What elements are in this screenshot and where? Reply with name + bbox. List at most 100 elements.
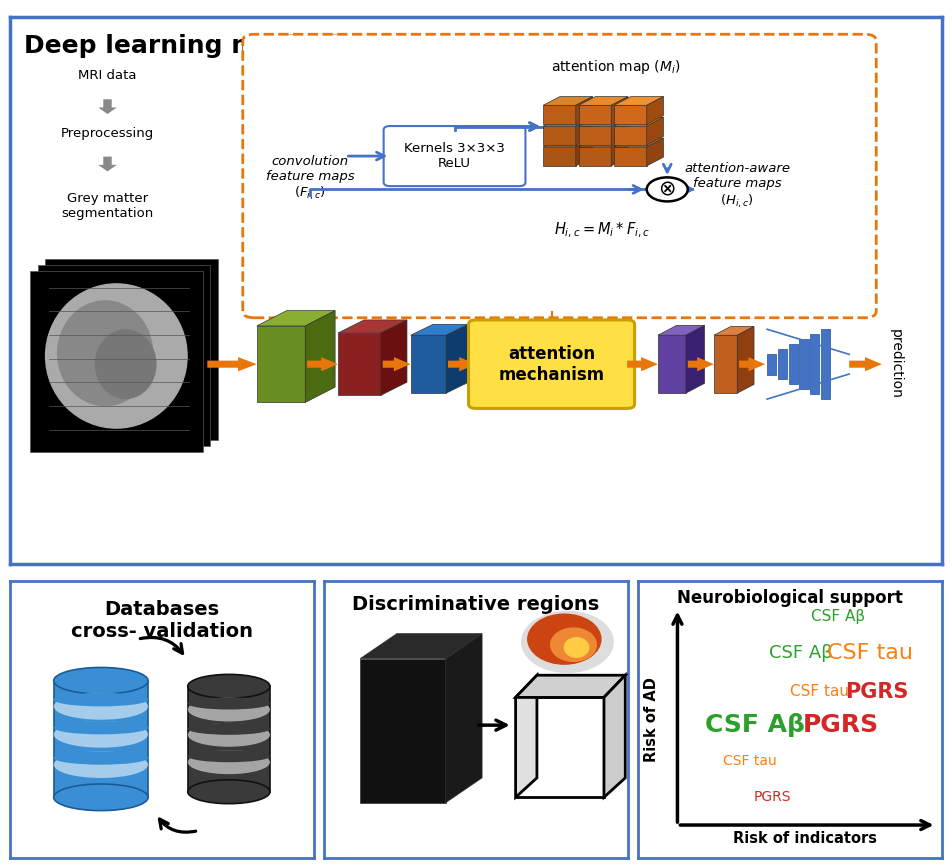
Text: attention-aware
feature maps
$(H_{i,c})$: attention-aware feature maps $(H_{i,c})$ [684, 161, 790, 210]
Text: PGRS: PGRS [803, 714, 879, 737]
Polygon shape [849, 357, 882, 371]
Ellipse shape [53, 721, 149, 747]
Polygon shape [208, 357, 257, 371]
Polygon shape [98, 157, 117, 172]
Polygon shape [614, 105, 646, 124]
Polygon shape [257, 310, 335, 326]
Text: attention
mechanism: attention mechanism [499, 345, 605, 383]
Ellipse shape [53, 752, 149, 765]
Text: Kernels 3×3×3
ReLU: Kernels 3×3×3 ReLU [404, 142, 505, 170]
Polygon shape [579, 96, 628, 105]
Polygon shape [410, 336, 446, 393]
Polygon shape [714, 336, 737, 393]
Polygon shape [338, 333, 381, 395]
Text: $\otimes$: $\otimes$ [659, 179, 676, 199]
Text: Neurobiological support: Neurobiological support [677, 590, 903, 607]
Text: MRI data: MRI data [78, 69, 137, 82]
Bar [821, 329, 830, 399]
Text: Risk of indicators: Risk of indicators [733, 831, 878, 846]
Ellipse shape [53, 721, 149, 734]
Text: CSF Aβ: CSF Aβ [769, 644, 832, 662]
Polygon shape [516, 675, 625, 697]
FancyBboxPatch shape [468, 320, 635, 408]
Polygon shape [338, 320, 407, 333]
Bar [188, 687, 270, 792]
Bar [788, 344, 798, 384]
Text: Discriminative regions: Discriminative regions [352, 595, 600, 614]
Bar [45, 259, 218, 440]
Polygon shape [614, 138, 664, 147]
Text: CSF Aβ: CSF Aβ [811, 610, 865, 624]
Text: Preprocessing: Preprocessing [61, 127, 154, 140]
Text: CSF tau: CSF tau [790, 684, 849, 700]
Bar [800, 339, 808, 389]
Ellipse shape [53, 784, 149, 811]
Polygon shape [579, 105, 611, 124]
Circle shape [646, 178, 687, 201]
Ellipse shape [46, 284, 188, 428]
Polygon shape [544, 105, 576, 124]
Polygon shape [544, 117, 592, 126]
Polygon shape [98, 99, 117, 114]
FancyBboxPatch shape [384, 126, 526, 186]
Polygon shape [516, 675, 537, 798]
Polygon shape [576, 96, 592, 124]
Bar [767, 354, 777, 375]
Ellipse shape [53, 693, 149, 720]
Polygon shape [307, 357, 338, 371]
Polygon shape [544, 96, 592, 105]
Polygon shape [410, 324, 468, 336]
Ellipse shape [565, 638, 588, 657]
Polygon shape [685, 325, 704, 393]
Bar [30, 271, 203, 452]
Polygon shape [714, 327, 754, 336]
Ellipse shape [95, 330, 156, 399]
Text: CSF tau: CSF tau [826, 643, 913, 663]
Ellipse shape [188, 779, 270, 804]
Polygon shape [646, 117, 664, 145]
Text: CSF tau: CSF tau [724, 754, 777, 768]
Polygon shape [360, 634, 482, 659]
Bar [37, 265, 210, 446]
Polygon shape [306, 310, 335, 402]
Ellipse shape [188, 698, 270, 721]
Polygon shape [737, 327, 754, 393]
Ellipse shape [522, 611, 613, 673]
Text: Databases
cross- validation: Databases cross- validation [70, 600, 253, 642]
Polygon shape [687, 357, 714, 371]
Polygon shape [576, 117, 592, 145]
Polygon shape [579, 117, 628, 126]
Text: Risk of AD: Risk of AD [645, 677, 659, 762]
Polygon shape [604, 675, 625, 798]
Polygon shape [381, 320, 407, 395]
Polygon shape [611, 117, 628, 145]
Ellipse shape [188, 750, 270, 762]
Polygon shape [611, 138, 628, 166]
Text: CSF Aβ: CSF Aβ [704, 714, 804, 737]
Polygon shape [614, 96, 664, 105]
Polygon shape [658, 325, 704, 336]
Ellipse shape [188, 698, 270, 709]
Polygon shape [576, 138, 592, 166]
Polygon shape [446, 324, 468, 393]
Polygon shape [614, 126, 646, 145]
Bar [778, 349, 787, 380]
Ellipse shape [53, 668, 149, 694]
Polygon shape [614, 117, 664, 126]
Ellipse shape [527, 614, 601, 664]
Polygon shape [544, 138, 592, 147]
Text: $H_{i,c} = M_i * F_{i,c}$: $H_{i,c} = M_i * F_{i,c}$ [554, 221, 650, 240]
Polygon shape [446, 634, 482, 803]
Text: Deep learning method (3DAN): Deep learning method (3DAN) [24, 34, 448, 58]
Polygon shape [658, 336, 685, 393]
Text: convolution
feature maps
$(F_{i,c})$: convolution feature maps $(F_{i,c})$ [266, 154, 354, 202]
Polygon shape [739, 357, 765, 371]
Bar [810, 334, 820, 394]
Bar [53, 681, 149, 798]
Polygon shape [360, 659, 446, 803]
Ellipse shape [53, 752, 149, 778]
Ellipse shape [188, 750, 270, 774]
Polygon shape [544, 147, 576, 166]
Text: Grey matter
segmentation: Grey matter segmentation [61, 192, 153, 220]
Ellipse shape [550, 628, 596, 662]
